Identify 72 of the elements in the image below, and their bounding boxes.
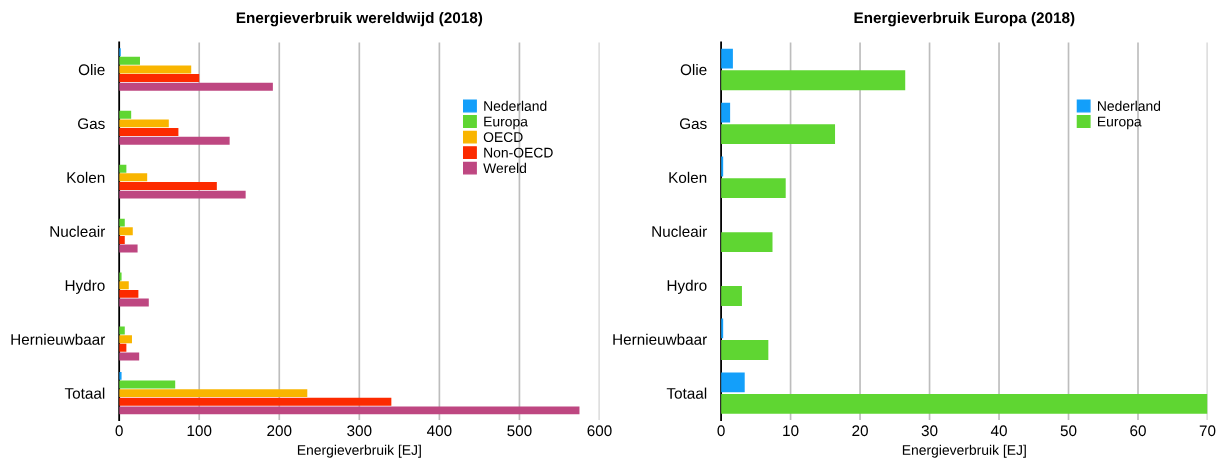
chart-title: Energieverbruik wereldwijd (2018) xyxy=(236,11,483,27)
y-tick-label: Nucleair xyxy=(652,225,707,237)
bar xyxy=(119,326,125,335)
bar xyxy=(119,218,125,227)
y-tick-label: Gas xyxy=(78,118,105,130)
bar xyxy=(119,235,125,244)
bar xyxy=(119,56,140,65)
y-tick-label: Gas xyxy=(679,118,707,130)
bar xyxy=(721,70,906,91)
y-tick-label: Hydro xyxy=(65,279,105,294)
legend-label: Europa xyxy=(1098,116,1142,130)
y-tick-label: Kolen xyxy=(669,171,707,184)
x-tick-label: 400 xyxy=(426,425,452,437)
bar xyxy=(119,119,169,128)
chart-title: Energieverbruik Europa (2018) xyxy=(854,11,1075,27)
bar xyxy=(119,289,139,298)
bar xyxy=(119,136,230,145)
y-tick-label: Totaal xyxy=(64,387,105,399)
bar xyxy=(119,397,392,406)
bar xyxy=(721,178,786,199)
bar xyxy=(721,124,836,145)
x-tick-label: 0 xyxy=(115,425,123,437)
bar xyxy=(119,244,138,253)
bar xyxy=(119,281,129,290)
bar xyxy=(721,48,733,69)
bar xyxy=(119,406,580,415)
x-tick-label: 0 xyxy=(717,425,725,437)
y-tick-label: Hydro xyxy=(667,279,707,294)
x-tick-label: 20 xyxy=(852,425,868,437)
legend-label: Nederland xyxy=(1098,100,1161,111)
x-tick-label: 40 xyxy=(990,425,1007,437)
x-axis-title: Energieverbruik [EJ] xyxy=(297,444,421,458)
y-tick-label: Totaal xyxy=(666,387,707,399)
bar xyxy=(119,110,132,119)
bar xyxy=(721,232,773,252)
bar xyxy=(119,74,200,83)
x-tick-label: 100 xyxy=(187,425,212,437)
bar xyxy=(119,190,246,199)
x-tick-label: 10 xyxy=(783,425,799,437)
legend-label: Wereld xyxy=(483,162,526,174)
x-tick-label: 600 xyxy=(587,425,612,437)
x-axis-title: Energieverbruik [EJ] xyxy=(902,444,1026,458)
legend-label: Europa xyxy=(484,116,528,130)
x-tick-label: 50 xyxy=(1060,425,1077,437)
legend-label: Non-OECD xyxy=(484,147,553,158)
bar xyxy=(721,393,1208,414)
bar xyxy=(119,182,217,190)
legend-label: OECD xyxy=(483,132,523,143)
x-tick-label: 60 xyxy=(1130,425,1146,437)
bar xyxy=(721,340,769,360)
x-tick-label: 70 xyxy=(1199,425,1216,437)
bar xyxy=(721,372,745,393)
bar xyxy=(119,389,308,398)
bar xyxy=(119,173,148,182)
legend-label: Nederland xyxy=(484,100,547,111)
x-tick-label: 300 xyxy=(347,425,372,437)
x-tick-label: 30 xyxy=(921,425,938,437)
y-tick-label: Hernieuwbaar xyxy=(613,333,707,345)
y-tick-label: Olie xyxy=(78,63,105,76)
bar xyxy=(119,65,192,74)
y-tick-label: Nucleair xyxy=(50,225,106,237)
bar xyxy=(721,286,742,306)
y-tick-label: Kolen xyxy=(67,171,105,184)
x-tick-label: 500 xyxy=(507,425,532,437)
x-tick-label: 200 xyxy=(267,425,292,437)
bar xyxy=(119,335,132,344)
bar xyxy=(119,82,273,91)
bar xyxy=(119,227,133,236)
y-tick-label: Hernieuwbaar xyxy=(11,333,106,345)
y-tick-label: Olie xyxy=(680,63,707,76)
bar xyxy=(119,128,179,136)
bar xyxy=(119,352,140,361)
